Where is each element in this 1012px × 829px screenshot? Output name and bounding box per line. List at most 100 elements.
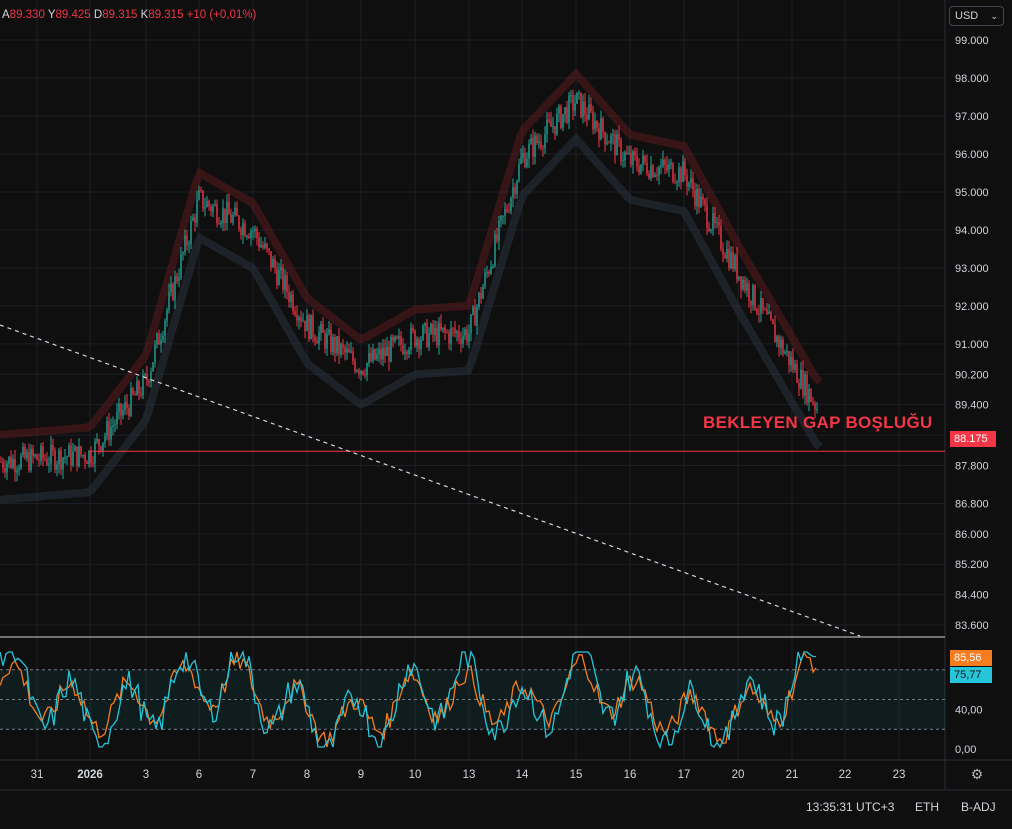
candle-body [464, 329, 466, 336]
candle-body [636, 155, 638, 167]
candle-body [164, 320, 166, 336]
candle-body [532, 138, 534, 157]
candle-body [640, 164, 642, 174]
candle-body [794, 363, 796, 370]
candle-body [614, 134, 616, 156]
candle-body [38, 459, 40, 461]
time-tick-label: 2026 [77, 769, 103, 781]
candle-body [282, 266, 284, 290]
candle-body [256, 228, 258, 238]
candle-body [610, 135, 612, 144]
candle-body [134, 393, 136, 396]
candle-body [474, 306, 476, 326]
candle-body [114, 424, 116, 426]
candle-body [696, 188, 698, 206]
candle-body [100, 446, 102, 451]
currency-selector[interactable]: USD ⌄ [949, 6, 1004, 26]
candle-body [708, 227, 710, 232]
candle-body [360, 370, 362, 374]
candle-body [526, 158, 528, 168]
candle-body [346, 349, 348, 353]
candle-body [650, 165, 652, 179]
candle-body [330, 329, 332, 353]
candle-body [454, 328, 456, 334]
candle-body [550, 121, 552, 127]
low-value: 89.315 [102, 9, 138, 21]
candle-body [712, 213, 714, 230]
candle-body [476, 306, 478, 326]
candle-body [196, 199, 198, 223]
candle-body [450, 328, 452, 344]
candle-body [446, 332, 448, 334]
candle-body [748, 283, 750, 301]
price-tick-label: 92.000 [955, 301, 989, 313]
candle-body [666, 164, 668, 171]
candle-body [78, 446, 80, 467]
candle-body [12, 458, 14, 468]
candle-body [506, 209, 508, 212]
candle-body [306, 315, 308, 332]
candle-body [466, 329, 468, 342]
candle-body [630, 153, 632, 165]
price-tick-label: 85.200 [955, 559, 989, 571]
candle-body [200, 189, 202, 191]
time-tick-label: 23 [893, 769, 906, 781]
chevron-down-icon: ⌄ [990, 11, 998, 21]
price-tick-label: 97.000 [955, 111, 989, 123]
candle-body [798, 382, 800, 389]
candle-body [148, 380, 150, 383]
candle-body [162, 335, 164, 341]
candle-body [516, 180, 518, 194]
price-tick-label: 93.000 [955, 263, 989, 275]
candle-body [424, 323, 426, 326]
candle-body [274, 259, 276, 269]
candle-body [138, 381, 140, 394]
candle-body [460, 338, 462, 344]
price-tick-label: 84.400 [955, 590, 989, 602]
adjustment-toggle[interactable]: B-ADJ [961, 800, 996, 814]
candle-body [122, 410, 124, 416]
candle-body [336, 336, 338, 354]
gear-icon[interactable]: ⚙ [970, 766, 984, 782]
candle-body [764, 309, 766, 311]
candle-body [584, 101, 586, 115]
candle-body [456, 331, 458, 334]
candle-body [220, 222, 222, 224]
candle-body [802, 369, 804, 396]
time-tick-label: 22 [839, 769, 852, 781]
candle-body [64, 457, 66, 459]
candle-body [760, 298, 762, 314]
candle-body [140, 393, 142, 396]
candle-body [656, 175, 658, 177]
candle-body [186, 235, 188, 246]
candle-body [44, 458, 46, 460]
candle-body [510, 198, 512, 212]
candle-body [462, 335, 464, 344]
candle-body [816, 408, 818, 410]
candle-body [268, 248, 270, 252]
candle-body [726, 248, 728, 259]
candle-body [596, 120, 598, 129]
candle-body [690, 178, 692, 183]
candle-body [796, 363, 798, 383]
candle-body [300, 317, 302, 322]
candle-body [368, 353, 370, 364]
candle-body [408, 349, 410, 355]
session-toggle[interactable]: ETH [915, 800, 939, 814]
candle-body [392, 336, 394, 342]
price-axis: 99.000 98.000 97.000 96.000 95.000 94.000 93.0… [955, 35, 989, 632]
candle-body [70, 445, 72, 465]
candle-body [372, 349, 374, 362]
time-tick-label: 13 [463, 769, 476, 781]
candle-body [288, 292, 290, 303]
candle-body [96, 439, 98, 442]
candle-body [242, 223, 244, 235]
clock-readout[interactable]: 13:35:31 UTC+3 [806, 800, 895, 814]
candle-body [314, 336, 316, 342]
candle-body [664, 159, 666, 165]
candle-body [204, 206, 206, 209]
candle-body [338, 336, 340, 355]
candle-body [576, 92, 578, 104]
stoch-k-tag: 85,56 [950, 650, 992, 666]
